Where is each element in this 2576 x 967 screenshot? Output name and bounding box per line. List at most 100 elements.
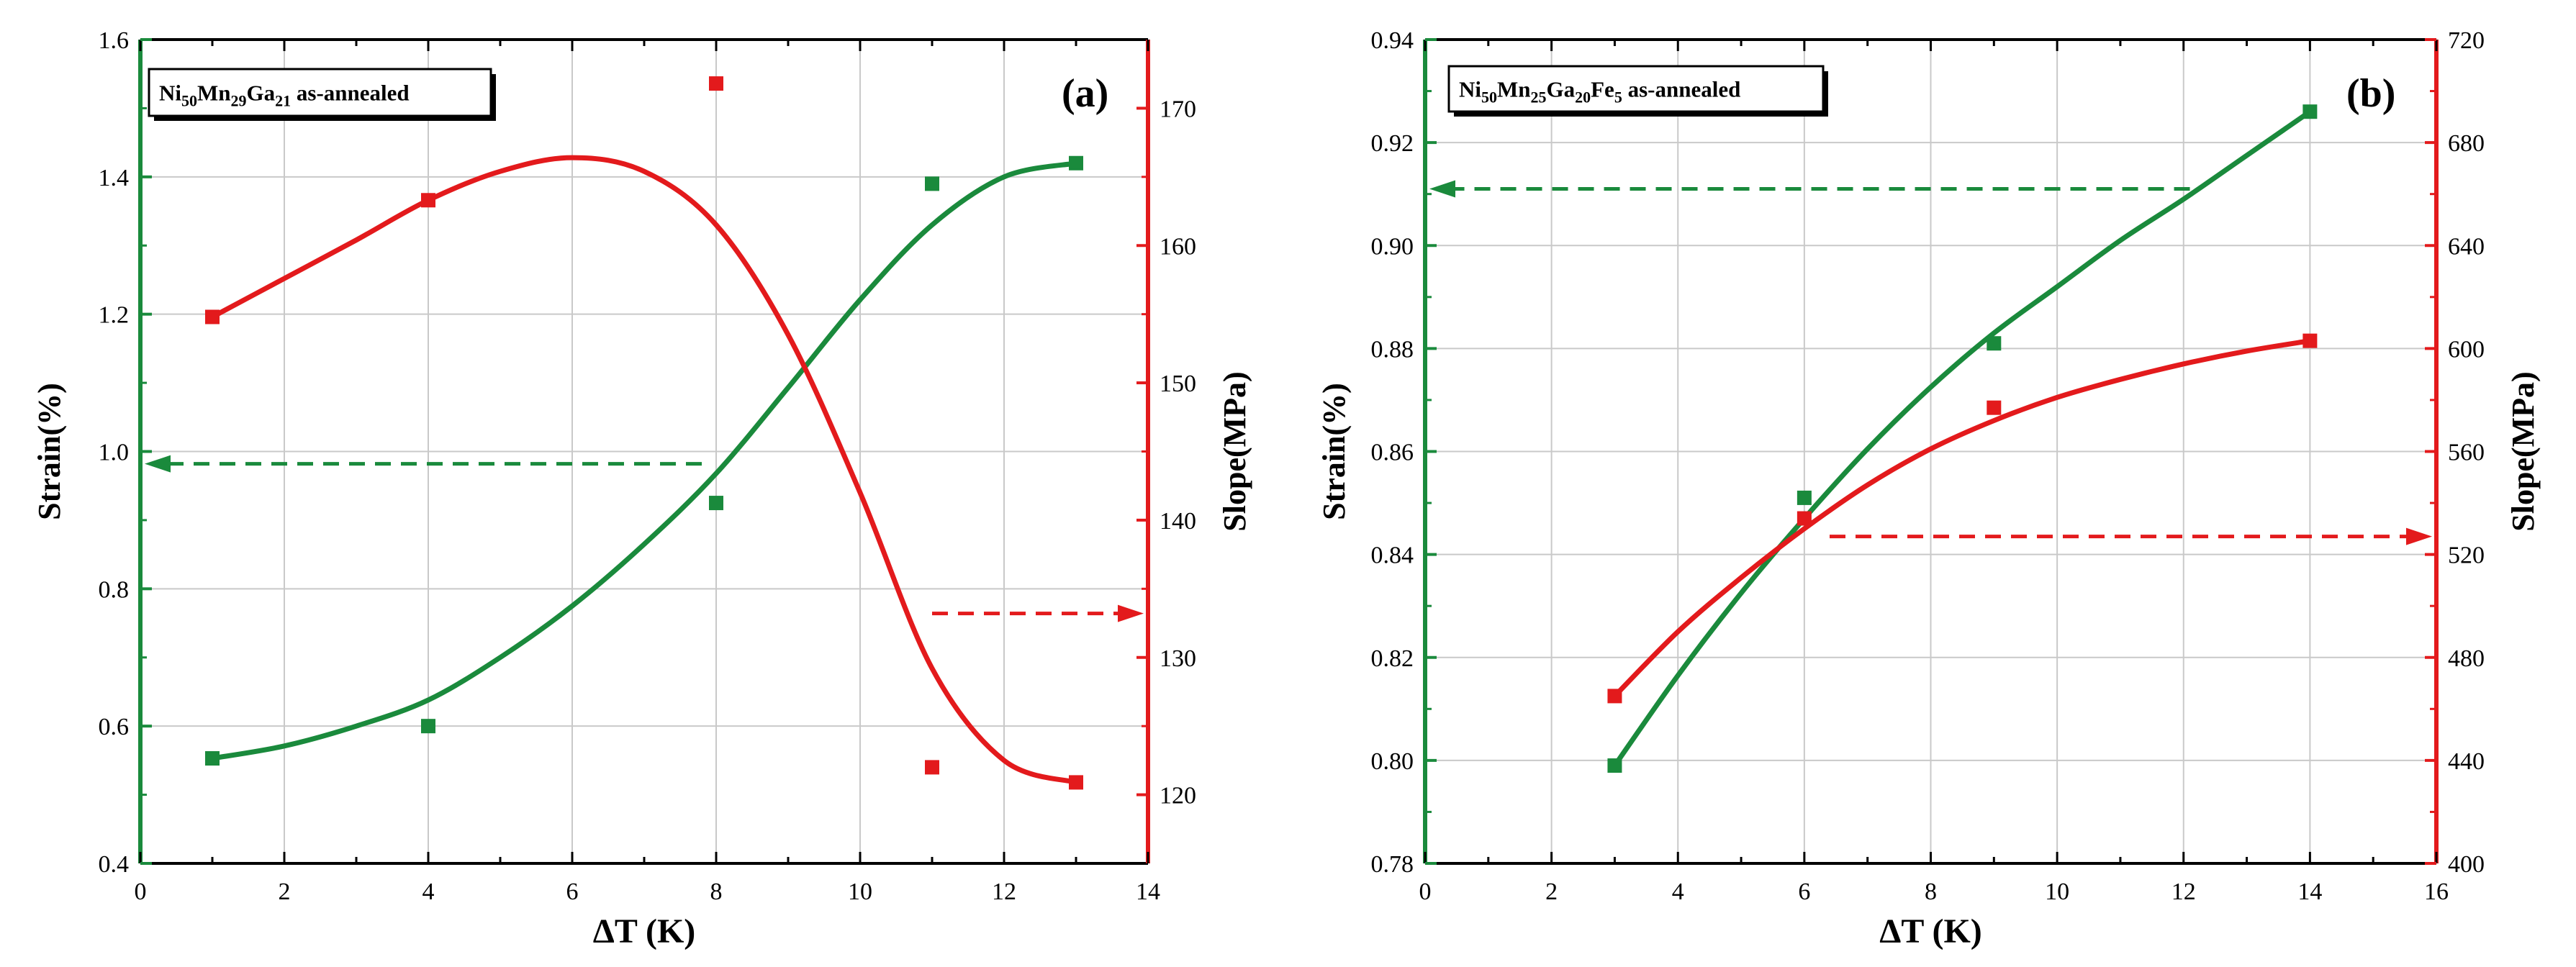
slope-data-point: [205, 309, 220, 324]
left-tick-label: 1.0: [99, 440, 130, 466]
slope-arrowhead: [2406, 527, 2432, 545]
right-tick-label: 140: [1160, 508, 1196, 535]
left-tick-label: 0.6: [99, 714, 130, 740]
left-tick-label: 0.78: [1371, 851, 1414, 878]
legend-subscript: 5: [1614, 88, 1622, 106]
legend-label: Ni50Mn25Ga20Fe5 as-annealed: [1459, 77, 1740, 106]
legend-text-part: Ga: [247, 81, 276, 106]
x-tick-label: 0: [1419, 879, 1432, 905]
left-tick-label: 0.8: [99, 576, 130, 603]
right-tick-label: 480: [2448, 645, 2485, 672]
slope-data-point: [709, 76, 723, 91]
slope-fit-line: [1612, 338, 2310, 698]
strain-data-point: [1069, 155, 1083, 171]
left-tick-label: 0.88: [1371, 336, 1414, 363]
right-tick-label: 160: [1160, 233, 1196, 260]
legend-subscript: 50: [181, 92, 197, 110]
left-tick-label: 0.80: [1371, 748, 1414, 775]
right-tick-label: 680: [2448, 130, 2485, 157]
legend-text-part: Mn: [197, 81, 231, 106]
right-axis-title: Slope(MPa): [2505, 371, 2541, 531]
x-tick-label: 16: [2424, 879, 2449, 905]
legend-subscript: 50: [1481, 88, 1497, 106]
left-tick-label: 0.4: [99, 851, 130, 878]
left-axis-title: Strain(%): [1316, 383, 1352, 520]
x-axis-title: ΔT (K): [593, 912, 696, 950]
right-tick-label: 120: [1160, 783, 1196, 809]
strain-fit-line: [212, 160, 1077, 761]
right-tick-label: 560: [2448, 440, 2485, 466]
panel-label: (a): [1062, 71, 1108, 116]
legend-subscript: 25: [1531, 88, 1547, 106]
strain-data-point: [421, 719, 435, 734]
right-axis-title: Slope(MPa): [1217, 371, 1252, 531]
x-tick-label: 4: [422, 879, 435, 905]
strain-arrowhead: [1429, 180, 1455, 198]
panel-b: 0 2 4 6 8 10 12 14 16 0.78 0.80 0.82 0.84 0.86 0.88 0.9…: [1316, 27, 2541, 950]
right-tick-label: 440: [2448, 748, 2485, 775]
left-tick-label: 0.90: [1371, 233, 1414, 260]
x-tick-label: 12: [992, 879, 1016, 905]
slope-data-point: [925, 760, 939, 775]
panel-label: (b): [2346, 71, 2395, 116]
legend-subscript: 29: [231, 92, 247, 110]
legend-text-part: Mn: [1497, 77, 1531, 102]
left-tick-label: 0.92: [1371, 130, 1414, 157]
legend-text-part: as-annealed: [291, 81, 410, 106]
strain-arrowhead: [145, 455, 171, 473]
x-tick-label: 10: [848, 879, 872, 905]
x-tick-label: 6: [1798, 879, 1810, 905]
left-tick-label: 0.94: [1371, 27, 1414, 54]
right-tick-label: 150: [1160, 371, 1196, 397]
strain-data-point: [925, 176, 939, 191]
legend-label: Ni50Mn29Ga21 as-annealed: [159, 81, 410, 110]
x-tick-label: 12: [2171, 879, 2196, 905]
slope-data-point: [2302, 333, 2318, 348]
strain-data-point: [2302, 104, 2318, 119]
right-tick-label: 170: [1160, 96, 1196, 122]
strain-data-point: [1607, 758, 1622, 773]
legend-subscript: 20: [1575, 88, 1591, 106]
slope-data-point: [1987, 400, 2002, 415]
x-tick-label: 8: [1925, 879, 1937, 905]
x-tick-label: 14: [2297, 879, 2322, 905]
slope-data-point: [1797, 511, 1812, 526]
left-tick-label: 0.84: [1371, 542, 1414, 569]
slope-arrowhead: [1118, 604, 1144, 622]
strain-data-point: [709, 496, 723, 511]
x-axis-title: ΔT (K): [1879, 912, 1982, 950]
legend-box: [1447, 65, 1825, 113]
strain-data-point: [205, 751, 220, 766]
legend-text-part: Ga: [1547, 77, 1576, 102]
x-tick-label: 8: [710, 879, 723, 905]
legend-subscript: 21: [275, 92, 291, 110]
x-tick-label: 4: [1672, 879, 1684, 905]
legend-text-part: as-annealed: [1622, 77, 1741, 102]
slope-data-point: [1069, 775, 1083, 790]
x-tick-label: 6: [566, 879, 579, 905]
left-axis-title: Strain(%): [32, 383, 67, 520]
x-tick-label: 14: [1136, 879, 1160, 905]
right-tick-label: 600: [2448, 336, 2485, 363]
slope-data-point: [421, 193, 435, 208]
left-tick-label: 0.82: [1371, 645, 1414, 672]
x-tick-label: 10: [2045, 879, 2069, 905]
left-tick-label: 1.6: [99, 27, 130, 54]
x-tick-label: 2: [279, 879, 291, 905]
legend-text-part: Fe: [1591, 77, 1614, 102]
right-tick-label: 640: [2448, 233, 2485, 260]
left-tick-label: 1.2: [99, 302, 130, 329]
left-tick-label: 0.86: [1371, 440, 1414, 466]
strain-data-point: [1797, 490, 1812, 505]
left-tick-label: 1.4: [99, 165, 130, 191]
x-tick-label: 2: [1545, 879, 1558, 905]
right-tick-label: 130: [1160, 645, 1196, 672]
x-tick-label: 0: [135, 879, 147, 905]
legend-text-part: Ni: [159, 81, 181, 106]
slope-fit-line: [211, 155, 1077, 785]
legend-box: [148, 68, 492, 117]
slope-data-point: [1607, 689, 1622, 704]
right-tick-label: 720: [2448, 27, 2485, 54]
right-tick-label: 400: [2448, 851, 2485, 878]
